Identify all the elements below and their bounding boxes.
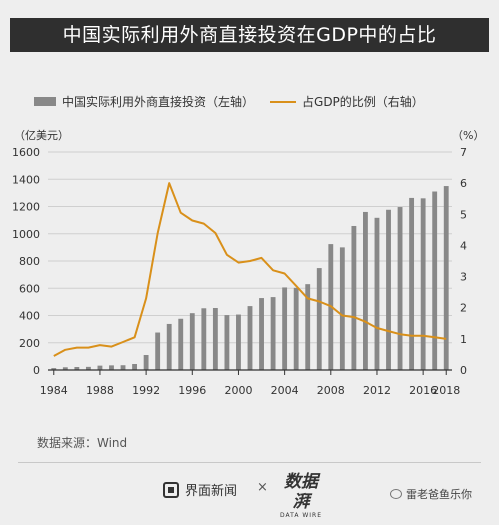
bar <box>363 211 368 370</box>
bar <box>143 355 149 370</box>
jiemian-logo-icon <box>163 481 179 498</box>
bar <box>178 318 184 370</box>
brand-datawire: 数据湃 DATA WIRE <box>276 472 326 519</box>
bar <box>374 217 380 370</box>
bar <box>189 313 195 370</box>
source-note: 数据来源：Wind <box>37 436 128 450</box>
bar <box>305 284 311 370</box>
bar <box>270 297 276 370</box>
bar <box>293 287 299 370</box>
bar <box>259 298 264 370</box>
bar <box>247 306 253 370</box>
x-tick-label: 2018 <box>432 384 460 397</box>
bar <box>62 367 68 370</box>
account-name: 雷老爸鱼乐你 <box>406 488 472 501</box>
right-tick-label: 6 <box>460 177 467 190</box>
account-watermark: 雷老爸鱼乐你 <box>390 486 472 502</box>
x-tick-label: 2004 <box>271 384 299 397</box>
legend-line-swatch <box>270 100 297 103</box>
x-tick-label: 1996 <box>178 384 206 397</box>
left-tick-label: 0 <box>33 364 40 377</box>
x-tick-label: 1988 <box>86 384 114 397</box>
left-tick-label: 600 <box>19 282 40 295</box>
brand-separator: × <box>257 480 268 495</box>
brand-name: 界面新闻 <box>185 484 238 499</box>
footer: 界面新闻 × 数据湃 DATA WIRE 雷老爸鱼乐你 <box>0 470 499 519</box>
legend-bar-label: 中国实际利用外商直接投资（左轴） <box>62 95 255 109</box>
bar-series <box>51 186 449 370</box>
left-tick-label: 1400 <box>12 173 40 186</box>
axes: 0 200 400 600 800 1000 1200 1400 1600 0 1 2 3 4 5 6 7 198… <box>12 146 467 397</box>
right-tick-label: 1 <box>460 333 467 346</box>
bar <box>155 332 161 370</box>
bar <box>432 191 438 370</box>
brand-jiemian: 界面新闻 <box>163 480 237 499</box>
right-tick-label: 2 <box>460 302 467 315</box>
x-tick-label: 2000 <box>224 384 252 397</box>
bar <box>420 198 426 370</box>
right-tick-label: 7 <box>460 146 467 159</box>
chart-plot: （亿美元） （%） 020040060080010001200140016000… <box>12 129 484 397</box>
x-tick-label: 1992 <box>132 384 160 397</box>
bar <box>74 367 80 370</box>
x-tick-label: 2016 <box>409 384 437 397</box>
right-tick-label: 4 <box>460 239 467 252</box>
left-tick-label: 800 <box>19 255 40 268</box>
bar <box>132 364 137 370</box>
bar <box>443 186 449 370</box>
bar <box>85 366 91 370</box>
chart-legend: 中国实际利用外商直接投资（左轴） 占GDP的比例（右轴） <box>34 93 424 110</box>
bar <box>409 197 415 370</box>
footer-divider <box>18 462 481 463</box>
line-series <box>53 182 447 357</box>
bar <box>236 314 241 370</box>
bar <box>109 365 114 370</box>
bar <box>282 287 288 370</box>
left-tick-label: 200 <box>19 337 40 350</box>
bar <box>201 308 207 370</box>
left-tick-label: 1600 <box>12 146 40 159</box>
bar <box>51 368 57 370</box>
left-tick-label: 1200 <box>12 201 40 214</box>
right-tick-label: 5 <box>460 208 467 221</box>
right-axis-unit: （%） <box>452 129 484 142</box>
x-tick-label: 2008 <box>317 384 345 397</box>
chart-title: 中国实际利用外商直接投资在GDP中的占比 <box>10 18 489 52</box>
ratio-line <box>53 182 447 357</box>
partner-subtitle: DATA WIRE <box>279 512 323 519</box>
x-tick-label: 2012 <box>363 384 391 397</box>
bar <box>351 225 357 370</box>
legend-line-label: 占GDP的比例（右轴） <box>302 95 424 109</box>
bar <box>397 207 403 370</box>
partner-name: 数据湃 <box>284 472 318 512</box>
bar <box>212 308 218 370</box>
legend-bar-swatch <box>34 97 56 106</box>
bar <box>339 247 345 370</box>
bar <box>166 323 172 370</box>
left-tick-label: 1000 <box>12 228 40 241</box>
bar <box>316 268 322 370</box>
x-tick-label: 1984 <box>40 384 68 397</box>
left-axis-unit: （亿美元） <box>14 129 69 142</box>
left-tick-label: 400 <box>19 310 40 323</box>
right-tick-label: 3 <box>460 271 467 284</box>
bar <box>386 209 391 370</box>
bar <box>97 365 103 370</box>
bar <box>120 365 126 370</box>
right-tick-label: 0 <box>460 364 467 377</box>
bar <box>224 315 230 370</box>
wechat-icon <box>390 489 402 499</box>
